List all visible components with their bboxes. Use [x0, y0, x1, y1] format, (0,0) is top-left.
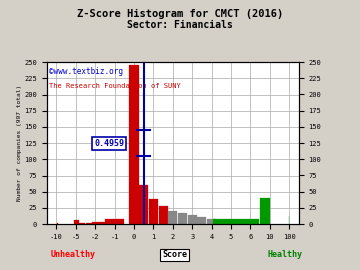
Bar — [139, 185, 148, 224]
Bar — [158, 206, 168, 224]
Y-axis label: Number of companies (997 total): Number of companies (997 total) — [17, 85, 22, 201]
Bar — [188, 215, 197, 224]
Bar — [74, 220, 79, 224]
Text: Score: Score — [162, 250, 187, 259]
Text: ©www.textbiz.org: ©www.textbiz.org — [49, 67, 123, 76]
Text: 0.4959: 0.4959 — [94, 139, 124, 148]
Bar — [178, 213, 187, 224]
Bar — [226, 221, 235, 224]
Bar — [217, 220, 226, 224]
Bar — [236, 222, 245, 224]
Bar — [260, 198, 270, 224]
Bar — [105, 219, 124, 224]
Bar — [130, 65, 139, 224]
Text: The Research Foundation of SUNY: The Research Foundation of SUNY — [49, 83, 181, 89]
Text: Z-Score Histogram for CMCT (2016): Z-Score Histogram for CMCT (2016) — [77, 9, 283, 19]
Text: Sector: Financials: Sector: Financials — [127, 20, 233, 30]
Bar — [79, 223, 85, 224]
Bar — [207, 219, 216, 224]
Bar — [197, 217, 207, 224]
Bar — [213, 219, 259, 224]
Text: Healthy: Healthy — [267, 250, 302, 259]
Bar — [93, 221, 105, 224]
Bar — [86, 223, 92, 224]
Bar — [168, 211, 177, 224]
Text: Unhealthy: Unhealthy — [50, 250, 95, 259]
Bar — [149, 200, 158, 224]
